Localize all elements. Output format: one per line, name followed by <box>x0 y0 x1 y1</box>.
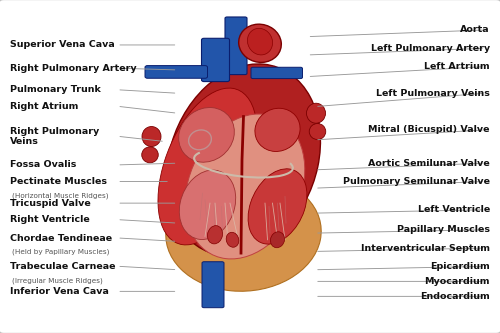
Ellipse shape <box>180 170 236 239</box>
Text: Inferior Vena Cava: Inferior Vena Cava <box>10 287 109 296</box>
Text: Endocardium: Endocardium <box>420 292 490 301</box>
Ellipse shape <box>142 127 161 147</box>
Text: Right Pulmonary
Veins: Right Pulmonary Veins <box>10 127 99 146</box>
Text: Left Artrium: Left Artrium <box>424 62 490 71</box>
Ellipse shape <box>166 175 321 291</box>
Text: Right Atrium: Right Atrium <box>10 102 78 111</box>
Text: Aortic Semilunar Valve: Aortic Semilunar Valve <box>368 159 490 168</box>
Ellipse shape <box>208 226 222 244</box>
Text: Interventricular Septum: Interventricular Septum <box>361 243 490 253</box>
Text: Papillary Muscles: Papillary Muscles <box>397 225 490 234</box>
Ellipse shape <box>255 108 300 152</box>
Text: Left Ventricle: Left Ventricle <box>418 205 490 214</box>
Ellipse shape <box>248 28 272 55</box>
Ellipse shape <box>185 114 305 259</box>
Text: Left Pulmonary Artery: Left Pulmonary Artery <box>371 44 490 53</box>
Text: Trabeculae Carneae: Trabeculae Carneae <box>10 262 116 271</box>
Ellipse shape <box>270 232 284 248</box>
Ellipse shape <box>238 24 282 62</box>
Text: Pulmonary Trunk: Pulmonary Trunk <box>10 85 101 95</box>
Ellipse shape <box>178 108 234 162</box>
Text: Pulmonary Semilunar Valve: Pulmonary Semilunar Valve <box>343 177 490 186</box>
Text: Right Pulmonary Artery: Right Pulmonary Artery <box>10 64 136 73</box>
FancyBboxPatch shape <box>145 66 208 78</box>
Ellipse shape <box>166 64 320 256</box>
Text: Right Ventricle: Right Ventricle <box>10 215 90 224</box>
Ellipse shape <box>226 232 239 247</box>
Text: Left Pulmonary Veins: Left Pulmonary Veins <box>376 89 490 98</box>
Text: Tricuspid Valve: Tricuspid Valve <box>10 198 91 208</box>
Text: Fossa Ovalis: Fossa Ovalis <box>10 160 76 169</box>
Text: Superior Vena Cava: Superior Vena Cava <box>10 40 115 50</box>
Text: Myocardium: Myocardium <box>424 277 490 286</box>
Text: (Irregular Muscle Ridges): (Irregular Muscle Ridges) <box>12 277 104 284</box>
FancyBboxPatch shape <box>202 262 224 308</box>
Ellipse shape <box>309 124 326 140</box>
FancyBboxPatch shape <box>225 17 247 75</box>
Text: Epicardium: Epicardium <box>430 262 490 271</box>
Text: Chordae Tendineae: Chordae Tendineae <box>10 233 112 243</box>
Ellipse shape <box>306 103 326 123</box>
Text: Mitral (Bicuspid) Valve: Mitral (Bicuspid) Valve <box>368 125 490 135</box>
Ellipse shape <box>248 169 307 244</box>
Text: (Horizontal Muscle Ridges): (Horizontal Muscle Ridges) <box>12 192 109 199</box>
Ellipse shape <box>142 147 158 163</box>
Text: Aorta: Aorta <box>460 25 490 35</box>
Ellipse shape <box>158 88 257 245</box>
FancyBboxPatch shape <box>251 67 302 79</box>
Text: Pectinate Muscles: Pectinate Muscles <box>10 177 107 186</box>
Text: (Held by Papillary Muscles): (Held by Papillary Muscles) <box>12 249 110 255</box>
FancyBboxPatch shape <box>202 38 230 82</box>
